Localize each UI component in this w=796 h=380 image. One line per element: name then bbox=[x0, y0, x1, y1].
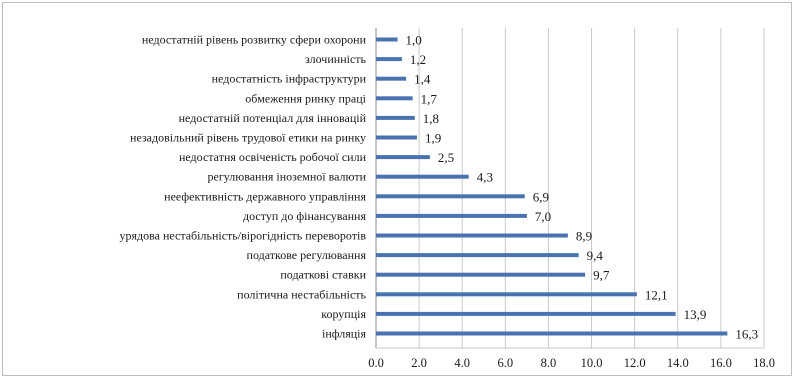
bar bbox=[376, 115, 415, 120]
value-label: 16,3 bbox=[735, 327, 758, 342]
bar bbox=[376, 311, 676, 316]
value-label: 1,4 bbox=[414, 72, 431, 87]
bar bbox=[376, 76, 407, 81]
category-label: незадовільний рівень трудової етики на р… bbox=[130, 131, 366, 145]
category-label: політична нестабільність bbox=[237, 287, 366, 301]
value-label: 8,9 bbox=[576, 229, 592, 244]
x-tick-label: 14.0 bbox=[667, 356, 689, 370]
category-label: недостатній рівень розвитку сфери охорон… bbox=[142, 33, 367, 47]
category-label: регулювання іноземної валюти bbox=[208, 170, 367, 184]
x-tick-label: 12.0 bbox=[624, 356, 646, 370]
bar bbox=[376, 194, 525, 199]
category-label: недостатня освіченість робочої сили bbox=[179, 150, 367, 164]
value-label: 6,9 bbox=[533, 189, 549, 204]
category-label: корупція bbox=[321, 307, 366, 321]
category-label: інфляція bbox=[322, 327, 366, 341]
value-label: 9,7 bbox=[593, 268, 610, 283]
category-label: урядова нестабільність/вірогідність пере… bbox=[120, 229, 367, 243]
value-label: 2,5 bbox=[438, 150, 454, 165]
x-tick-label: 2.0 bbox=[411, 356, 427, 370]
category-label: податкове регулювання bbox=[247, 248, 367, 262]
value-label: 7,0 bbox=[535, 209, 551, 224]
x-tick-label: 8.0 bbox=[541, 356, 557, 370]
bar bbox=[376, 37, 398, 42]
x-tick-label: 6.0 bbox=[498, 356, 514, 370]
x-tick-label: 16.0 bbox=[710, 356, 732, 370]
category-label: неефективність державного управління bbox=[164, 189, 366, 203]
x-tick-labels: 0.0 2.0 4.0 6.0 8.0 10.0 12.0 14.0 16.0 18.0 bbox=[368, 356, 775, 370]
value-label: 13,9 bbox=[684, 307, 707, 322]
bar bbox=[376, 331, 728, 336]
x-tick-label: 18.0 bbox=[753, 356, 775, 370]
bar bbox=[376, 292, 637, 297]
x-tick-label: 10.0 bbox=[581, 356, 603, 370]
value-label: 1,7 bbox=[421, 91, 438, 106]
value-labels: 1,0 1,2 1,4 1,7 1,8 1,9 2,5 4,3 6,9 7,0 8,9 9,4 9,7 1… bbox=[406, 33, 759, 342]
category-label: недостатність інфраструктури bbox=[212, 72, 367, 86]
bar bbox=[376, 272, 586, 277]
category-label: обмеження ринку праці bbox=[245, 91, 366, 105]
value-label: 1,9 bbox=[425, 131, 441, 146]
bar bbox=[376, 57, 402, 62]
x-tick-label: 0.0 bbox=[368, 356, 384, 370]
value-label: 9,4 bbox=[587, 248, 604, 263]
value-label: 1,0 bbox=[406, 33, 422, 48]
bar bbox=[376, 96, 413, 101]
value-label: 1,8 bbox=[423, 111, 439, 126]
bar bbox=[376, 253, 579, 258]
category-label: податкові ставки bbox=[280, 268, 366, 282]
bar bbox=[376, 135, 417, 140]
x-tick-label: 4.0 bbox=[454, 356, 470, 370]
bar bbox=[376, 174, 469, 179]
value-label: 1,2 bbox=[410, 52, 426, 67]
bars bbox=[376, 37, 728, 336]
bar bbox=[376, 213, 527, 218]
gridlines bbox=[375, 28, 765, 349]
category-label: доступ до фінансування bbox=[243, 209, 366, 223]
category-label: недостатній потенціал для інновацій bbox=[179, 111, 367, 125]
bar bbox=[376, 233, 568, 238]
category-labels: недостатній рівень розвитку сфери охорон… bbox=[120, 33, 367, 341]
value-label: 4,3 bbox=[477, 170, 493, 185]
bar bbox=[376, 155, 430, 160]
category-label: злочинність bbox=[305, 52, 367, 66]
value-label: 12,1 bbox=[645, 287, 668, 302]
